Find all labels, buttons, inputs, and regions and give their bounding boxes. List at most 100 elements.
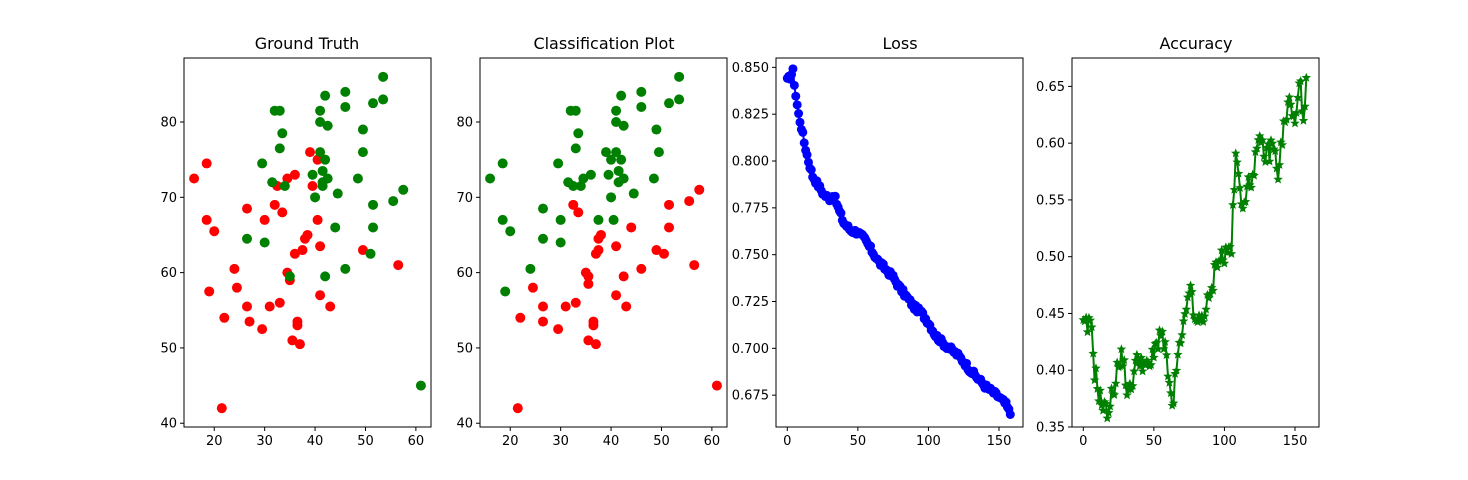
accuracy-marker	[1198, 316, 1209, 326]
ground-truth-point-red	[393, 260, 404, 271]
ground-truth-point-green	[277, 128, 288, 139]
ground-truth-point-red	[242, 203, 253, 214]
accuracy-marker	[1146, 359, 1156, 369]
accuracy-marker	[1284, 92, 1295, 102]
ground-truth-point-red	[312, 154, 323, 165]
ground-truth-point-green	[322, 173, 333, 184]
classification-plot-point-green	[601, 147, 612, 158]
classification-plot-point-green	[653, 147, 664, 158]
classification-plot-point-green	[616, 90, 627, 101]
accuracy-marker	[1192, 317, 1203, 327]
ground-truth-point-red	[315, 241, 326, 252]
ground-truth-point-green	[352, 173, 363, 184]
accuracy-marker	[1084, 312, 1094, 322]
accuracy-marker	[1188, 310, 1199, 320]
loss-axes-frame	[775, 57, 1024, 428]
ground-truth-point-green	[242, 233, 253, 244]
accuracy-marker	[1187, 286, 1197, 296]
accuracy-marker	[1245, 180, 1255, 190]
classification-plot-point-red	[538, 301, 549, 312]
accuracy-marker	[1096, 400, 1107, 410]
accuracy-marker	[1109, 389, 1120, 400]
accuracy-marker	[1147, 344, 1158, 354]
loss-marker	[789, 80, 799, 90]
classification-plot-point-green	[578, 173, 589, 184]
ground-truth-title: Ground Truth	[255, 34, 360, 53]
ground-truth-point-green	[340, 263, 351, 274]
accuracy-marker	[1118, 361, 1128, 371]
accuracy-marker	[1218, 255, 1228, 265]
ground-truth-point-red	[289, 248, 300, 259]
classification-plot-panel: Classification Plot 20 30 40 50 60 40 50 60 70 80	[456, 34, 728, 449]
accuracy-marker	[1140, 360, 1151, 370]
ground-truth-point-green	[357, 124, 368, 135]
accuracy-y-tick-label: 0.50	[1036, 250, 1065, 265]
accuracy-marker	[1276, 137, 1286, 147]
accuracy-ticks: 0 50 100 150 0.35 0.40 0.45 0.50 0.55 0.60 0.65	[1036, 80, 1307, 449]
ground-truth-point-green	[368, 222, 379, 233]
loss-y-tick-label: 0.700	[732, 342, 769, 357]
classification-plot-point-red	[611, 290, 622, 301]
accuracy-marker	[1257, 135, 1268, 145]
accuracy-marker	[1087, 322, 1097, 332]
ground-truth-point-red	[242, 301, 253, 312]
loss-title: Loss	[882, 34, 917, 53]
classification-plot-point-red	[593, 245, 604, 256]
classification-plot-y-tick-label: 60	[456, 266, 473, 281]
accuracy-x-tick-label: 50	[1146, 434, 1163, 449]
accuracy-marker	[1295, 76, 1306, 86]
ground-truth-point-red	[204, 286, 215, 297]
classification-plot-point-green	[606, 192, 617, 203]
accuracy-marker	[1151, 337, 1162, 347]
accuracy-marker	[1094, 396, 1104, 406]
classification-plot-point-green	[606, 154, 617, 165]
accuracy-marker	[1216, 245, 1227, 255]
ground-truth-point-green	[317, 181, 328, 192]
accuracy-marker	[1105, 401, 1115, 411]
classification-plot-point-red	[560, 301, 571, 312]
accuracy-marker	[1168, 398, 1179, 408]
loss-y-tick-label: 0.800	[732, 155, 769, 170]
accuracy-marker	[1101, 398, 1111, 408]
accuracy-marker	[1226, 248, 1237, 258]
classification-plot-point-red	[626, 222, 637, 233]
loss-marker	[794, 109, 804, 119]
accuracy-marker	[1290, 118, 1300, 128]
accuracy-marker	[1201, 304, 1211, 314]
classification-plot-point-red	[658, 248, 669, 259]
loss-marker	[792, 100, 802, 110]
ground-truth-x-tick-label: 60	[408, 434, 425, 449]
loss-marker	[830, 191, 840, 201]
ground-truth-point-red	[264, 301, 275, 312]
ground-truth-point-red	[259, 214, 270, 225]
classification-plot-point-green	[538, 203, 549, 214]
classification-plot-point-green	[664, 98, 675, 109]
accuracy-x-tick-label: 150	[1283, 434, 1308, 449]
classification-plot-point-green	[611, 105, 622, 116]
classification-plot-point-green	[575, 181, 586, 192]
ground-truth-point-green	[284, 271, 295, 282]
ground-truth-point-green	[320, 154, 331, 165]
accuracy-marker	[1132, 349, 1142, 359]
accuracy-marker	[1260, 156, 1271, 166]
accuracy-marker	[1137, 366, 1148, 376]
classification-plot-point-red	[684, 196, 695, 207]
loss-y-tick-label: 0.750	[732, 248, 769, 263]
classification-plot-point-green	[497, 214, 508, 225]
accuracy-marker	[1206, 282, 1217, 292]
accuracy-marker	[1212, 262, 1223, 272]
classification-plot-point-green	[618, 173, 629, 184]
accuracy-marker	[1156, 330, 1166, 340]
ground-truth-point-red	[289, 169, 300, 180]
classification-plot-point-green	[593, 214, 604, 225]
accuracy-marker	[1161, 350, 1172, 360]
accuracy-marker	[1085, 315, 1096, 325]
classification-plot-point-green	[674, 71, 685, 82]
accuracy-marker	[1078, 314, 1089, 324]
ground-truth-point-green	[368, 98, 379, 109]
ground-truth-point-red	[274, 297, 285, 308]
ground-truth-point-red	[312, 214, 323, 225]
accuracy-marker	[1274, 159, 1285, 169]
classification-plot-point-red	[515, 312, 526, 323]
accuracy-marker	[1267, 138, 1278, 148]
